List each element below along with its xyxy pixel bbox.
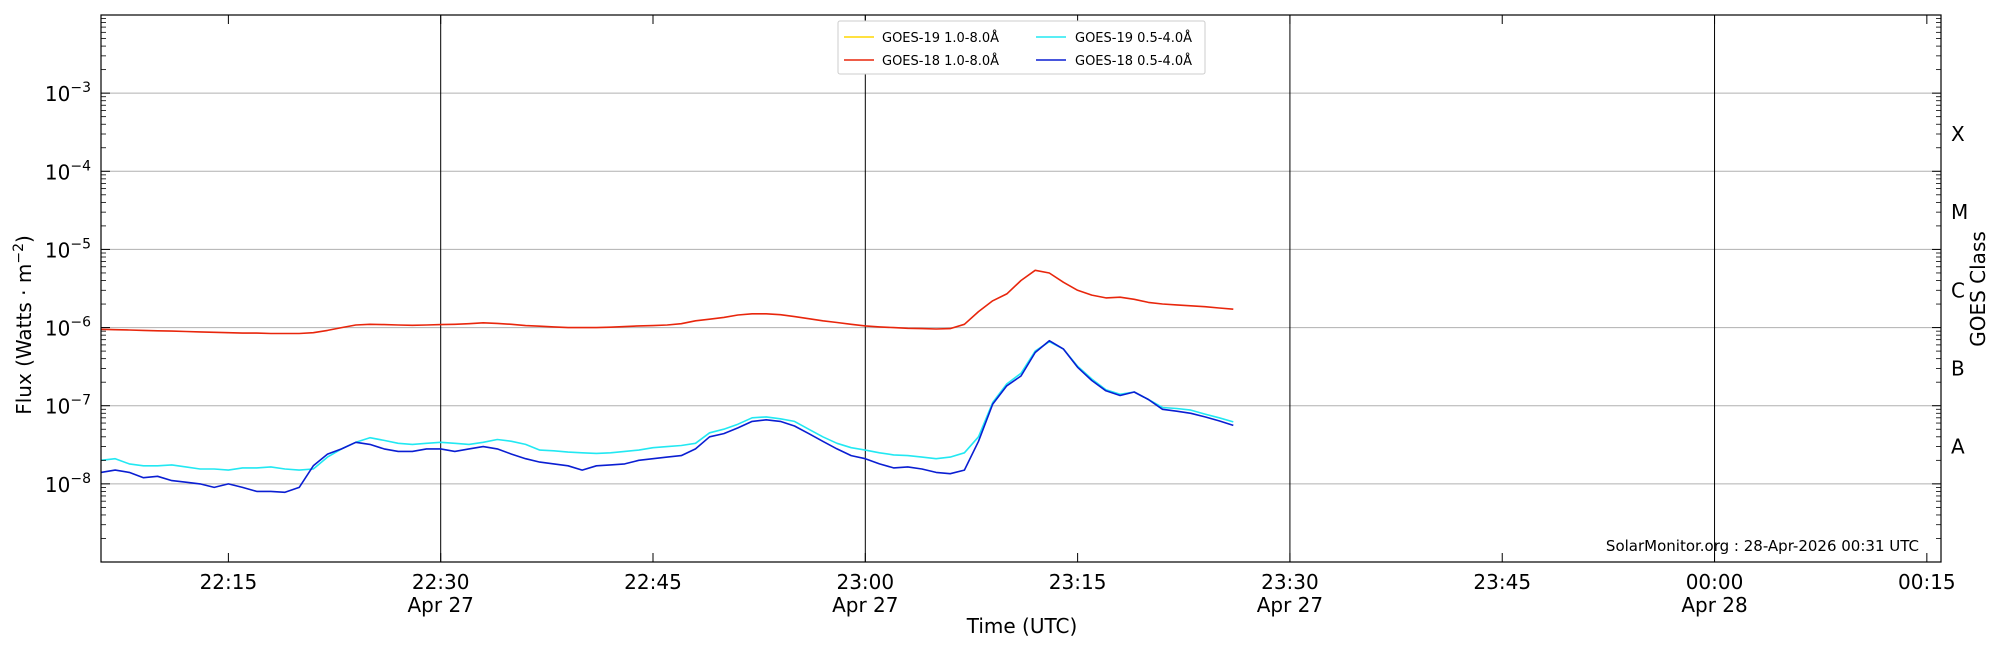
x-tick-date-label: Apr 27 xyxy=(407,593,473,617)
y-axis-title: Flux (Watts · m−2) xyxy=(11,235,36,415)
x-tick-label: 22:45 xyxy=(624,570,682,594)
x-tick-label: 00:00 xyxy=(1686,570,1744,594)
x-tick-label: 23:00 xyxy=(836,570,894,594)
y-tick-label: 10−3 xyxy=(45,80,91,106)
legend: GOES-19 1.0-8.0Å GOES-18 1.0-8.0Å GOES-1… xyxy=(837,20,1206,75)
y-tick-label: 10−6 xyxy=(45,315,91,341)
legend-label-goes19-short: GOES-19 0.5-4.0Å xyxy=(1075,30,1192,46)
x-tick-date-label: Apr 27 xyxy=(832,593,898,617)
x-tick-label: 23:30 xyxy=(1261,570,1319,594)
x-tick-date-label: Apr 28 xyxy=(1681,593,1747,617)
x-tick-label: 23:45 xyxy=(1473,570,1531,594)
x-tick-label: 00:15 xyxy=(1898,570,1956,594)
legend-label-goes19-long: GOES-19 1.0-8.0Å xyxy=(882,30,999,46)
x-tick-date-label: Apr 27 xyxy=(1257,593,1323,617)
watermark-text: SolarMonitor.org : 28-Apr-2026 00:31 UTC xyxy=(1606,537,1919,555)
y-tick-label: 10−8 xyxy=(45,471,91,497)
series-line-goes-18-0-5-4-0 xyxy=(100,339,1234,494)
right-axis-title: GOES Class xyxy=(1966,231,1990,347)
goes-class-label: A xyxy=(1951,435,1965,459)
x-axis-title: Time (UTC) xyxy=(966,614,1078,638)
x-tick-label: 23:15 xyxy=(1049,570,1107,594)
x-tick-label: 22:30 xyxy=(412,570,470,594)
y-tick-label: 10−4 xyxy=(45,158,91,184)
series-layer xyxy=(100,269,1234,494)
vertical-day-lines xyxy=(440,15,1716,562)
plot-frame xyxy=(100,14,1942,563)
x-tick-label: 22:15 xyxy=(200,570,258,594)
legend-box xyxy=(837,20,1206,75)
goes-class-label: M xyxy=(1951,200,1968,224)
axis-layer xyxy=(100,14,1942,563)
y-tick-label: 10−5 xyxy=(45,236,91,262)
y-tick-label: 10−7 xyxy=(45,393,91,419)
goes-class-label: X xyxy=(1951,122,1965,146)
grid-layer xyxy=(101,92,1941,485)
legend-label-goes18-long: GOES-18 1.0-8.0Å xyxy=(882,53,999,69)
goes-class-label: C xyxy=(1951,278,1965,302)
legend-label-goes18-short: GOES-18 0.5-4.0Å xyxy=(1075,53,1192,69)
goes-class-label: B xyxy=(1951,356,1965,380)
series-line-goes-18-1-0-8-0 xyxy=(100,269,1234,335)
